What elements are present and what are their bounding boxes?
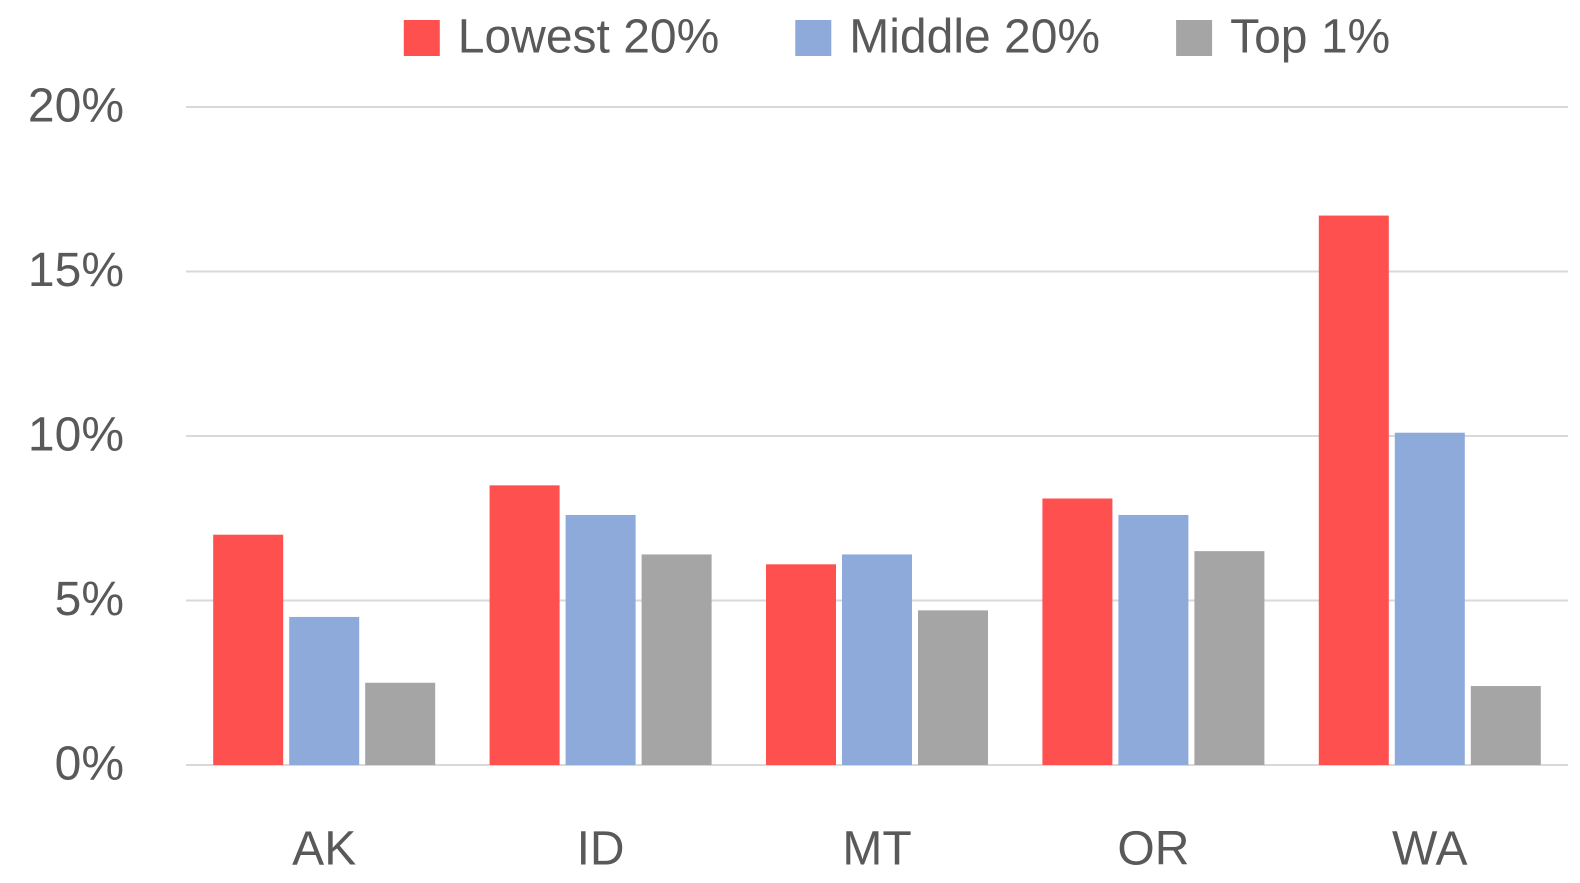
bar (1318, 215, 1389, 765)
legend-label: Top 1% (1230, 11, 1390, 64)
legend-label: Middle 20% (849, 11, 1100, 64)
y-tick-label: 20% (28, 80, 124, 133)
y-tick-label: 15% (28, 244, 124, 297)
bar (1394, 432, 1465, 765)
legend-swatch (403, 20, 440, 56)
x-tick-label: ID (577, 823, 625, 876)
x-tick-label: OR (1117, 823, 1189, 876)
bar (1118, 514, 1189, 765)
bar (289, 616, 360, 765)
bar (1042, 498, 1113, 765)
x-tick-label: AK (292, 823, 356, 876)
bar (766, 564, 836, 765)
y-tick-label: 10% (28, 409, 124, 462)
legend-swatch (1176, 20, 1213, 56)
bar (565, 514, 636, 765)
legend-swatch (795, 20, 832, 56)
bar (1194, 551, 1265, 765)
x-tick-label: MT (842, 823, 911, 876)
bar (641, 554, 712, 765)
bar (842, 554, 912, 765)
x-tick-label: WA (1392, 823, 1468, 876)
bar (489, 485, 560, 765)
bar (365, 682, 436, 765)
bar (1470, 686, 1541, 765)
bar (918, 610, 988, 765)
y-tick-label: 5% (55, 573, 124, 626)
bar (213, 534, 284, 765)
legend-label: Lowest 20% (458, 11, 720, 64)
y-tick-label: 0% (55, 738, 124, 791)
